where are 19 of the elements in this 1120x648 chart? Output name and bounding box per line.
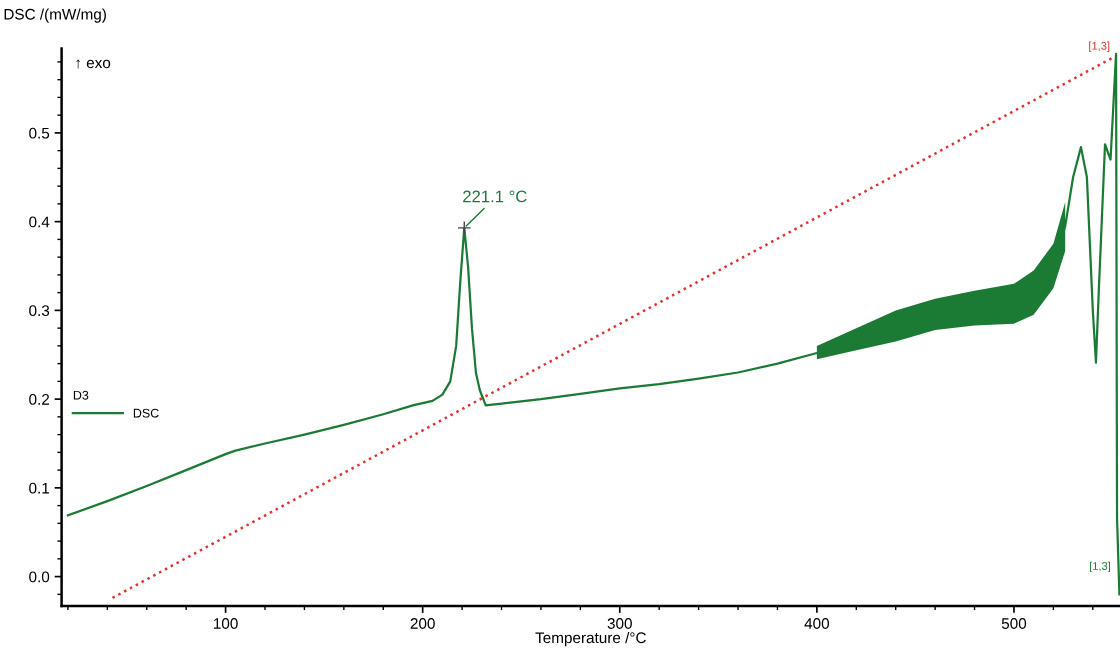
y-tick-label: 0.2: [29, 393, 50, 405]
x-tick-label: 300: [607, 618, 632, 629]
annotation: [1,3]: [1089, 561, 1110, 573]
y-tick-label: 0.1: [29, 482, 50, 494]
y-tick-label: 0.4: [29, 216, 50, 228]
legend-label: DSC: [133, 408, 159, 418]
y-tick-label: 0.0: [29, 571, 50, 583]
x-axis-title: Temperature /°C: [535, 631, 646, 647]
y-axis-title: DSC /(mW/mg): [4, 8, 106, 23]
annotation: ↑ exo: [76, 59, 111, 69]
y-tick-label: 0.3: [29, 305, 50, 317]
x-tick-label: 200: [410, 618, 435, 629]
x-tick-label: 400: [804, 618, 830, 629]
y-tick-label: 0.5: [29, 127, 50, 139]
annotation: [1,3]: [1089, 41, 1110, 52]
x-tick-label: 100: [214, 618, 238, 629]
annotation: 221.1 °C: [463, 190, 527, 203]
legend-title: D3: [73, 390, 89, 400]
x-tick-label: 500: [1001, 618, 1027, 629]
